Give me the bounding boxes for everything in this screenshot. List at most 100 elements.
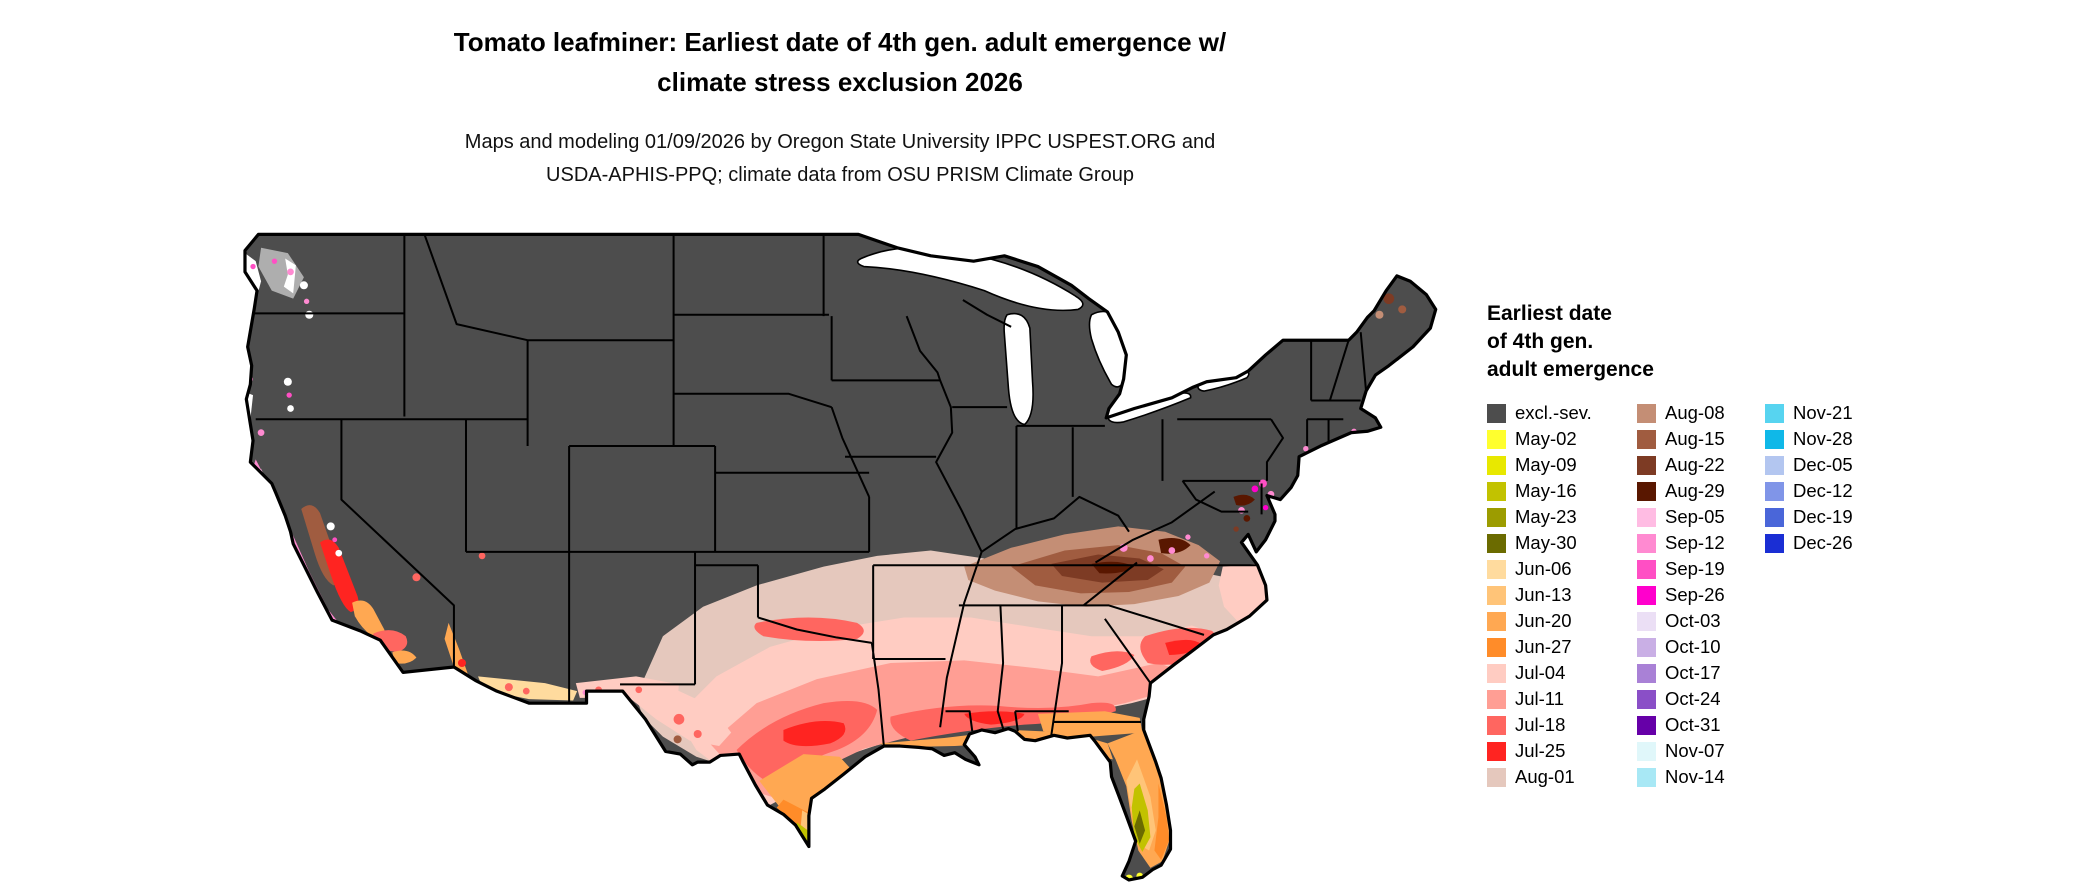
legend-swatch xyxy=(1487,507,1506,527)
legend-item: Oct-03 xyxy=(1637,608,1765,634)
legend-swatch xyxy=(1487,559,1506,579)
legend-swatch xyxy=(1637,611,1656,631)
legend-swatch xyxy=(1487,637,1506,657)
legend-item: Jul-18 xyxy=(1487,712,1637,738)
legend-item: Jun-20 xyxy=(1487,608,1637,634)
legend-label: Jun-13 xyxy=(1515,584,1572,605)
legend-label: Oct-24 xyxy=(1665,688,1721,709)
legend-label: Sep-19 xyxy=(1665,558,1725,579)
legend-column: Aug-08 Aug-15 Aug-22 Aug-29 Sep-05 Sep-12 Sep-… xyxy=(1637,400,1765,790)
legend-swatch xyxy=(1487,715,1506,735)
us-map-svg xyxy=(243,232,1438,882)
legend-item: Sep-05 xyxy=(1637,504,1765,530)
legend-swatch xyxy=(1487,533,1506,553)
legend-label: Aug-29 xyxy=(1665,480,1725,501)
legend-swatch xyxy=(1487,663,1506,683)
map-state-borders xyxy=(254,234,1368,747)
legend-item: Aug-08 xyxy=(1637,400,1765,426)
legend-label: Nov-21 xyxy=(1793,402,1853,423)
legend-label: Oct-10 xyxy=(1665,636,1721,657)
legend-item: Dec-19 xyxy=(1765,504,1905,530)
legend-label: Jul-25 xyxy=(1515,740,1566,761)
legend-label: May-23 xyxy=(1515,506,1577,527)
legend-label: Dec-19 xyxy=(1793,506,1853,527)
legend-title: Earliest date of 4th gen. adult emergenc… xyxy=(1487,300,1905,384)
legend-label: Dec-12 xyxy=(1793,480,1853,501)
legend-swatch xyxy=(1487,689,1506,709)
legend-column: Nov-21 Nov-28 Dec-05 Dec-12 Dec-19 Dec-26 xyxy=(1765,400,1905,556)
legend-item: Sep-26 xyxy=(1637,582,1765,608)
legend-swatch xyxy=(1765,481,1784,501)
legend-item: Dec-12 xyxy=(1765,478,1905,504)
legend-swatch xyxy=(1765,533,1784,553)
legend-item: Jul-25 xyxy=(1487,738,1637,764)
legend-label: Jul-11 xyxy=(1515,688,1565,709)
legend-label: May-30 xyxy=(1515,532,1577,553)
legend-title-line2: of 4th gen. xyxy=(1487,330,1594,353)
legend-swatch xyxy=(1487,585,1506,605)
legend-swatch xyxy=(1637,559,1656,579)
legend-item: Jun-06 xyxy=(1487,556,1637,582)
legend-label: May-02 xyxy=(1515,428,1577,449)
legend-label: Nov-28 xyxy=(1793,428,1853,449)
us-outline xyxy=(243,232,1438,882)
legend-label: Oct-31 xyxy=(1665,714,1721,735)
legend-item: Aug-22 xyxy=(1637,452,1765,478)
legend-label: Aug-22 xyxy=(1665,454,1725,475)
legend-swatch xyxy=(1637,689,1656,709)
legend-item: May-30 xyxy=(1487,530,1637,556)
legend-item: Aug-01 xyxy=(1487,764,1637,790)
legend-label: Nov-14 xyxy=(1665,766,1725,787)
legend-label: May-09 xyxy=(1515,454,1577,475)
legend-label: Jul-04 xyxy=(1515,662,1566,683)
legend-swatch xyxy=(1637,637,1656,657)
subtitle-line2: USDA-APHIS-PPQ; climate data from OSU PR… xyxy=(546,164,1134,186)
legend-item: Aug-29 xyxy=(1637,478,1765,504)
legend-item: May-16 xyxy=(1487,478,1637,504)
legend-label: Sep-05 xyxy=(1665,506,1725,527)
legend-label: Oct-17 xyxy=(1665,662,1721,683)
legend-item: May-02 xyxy=(1487,426,1637,452)
page-title: Tomato leafminer: Earliest date of 4th g… xyxy=(453,27,1227,57)
legend-swatch xyxy=(1765,429,1784,449)
legend: Earliest date of 4th gen. adult emergenc… xyxy=(1487,300,1905,790)
legend-label: Oct-03 xyxy=(1665,610,1721,631)
legend-item: Dec-26 xyxy=(1765,530,1905,556)
legend-swatch xyxy=(1637,715,1656,735)
legend-column: excl.-sev. May-02 May-09 May-16 May-23 May-30… xyxy=(1487,400,1637,790)
legend-item: excl.-sev. xyxy=(1487,400,1637,426)
legend-title-line3: adult emergence xyxy=(1487,358,1654,381)
legend-swatch xyxy=(1765,403,1784,423)
legend-swatch xyxy=(1637,767,1656,787)
legend-item: May-23 xyxy=(1487,504,1637,530)
legend-item: Nov-14 xyxy=(1637,764,1765,790)
legend-label: Aug-08 xyxy=(1665,402,1725,423)
legend-swatch xyxy=(1765,455,1784,475)
legend-columns: excl.-sev. May-02 May-09 May-16 May-23 May-30… xyxy=(1487,400,1905,790)
legend-swatch xyxy=(1487,611,1506,631)
legend-item: Sep-19 xyxy=(1637,556,1765,582)
legend-label: excl.-sev. xyxy=(1515,402,1592,423)
us-map xyxy=(234,221,1440,884)
legend-swatch xyxy=(1487,767,1506,787)
legend-item: Dec-05 xyxy=(1765,452,1905,478)
legend-title-line1: Earliest date xyxy=(1487,302,1612,325)
page-title-line2: climate stress exclusion 2026 xyxy=(657,67,1023,97)
legend-swatch xyxy=(1637,585,1656,605)
legend-swatch xyxy=(1637,741,1656,761)
legend-label: May-16 xyxy=(1515,480,1577,501)
legend-swatch xyxy=(1487,403,1506,423)
subtitle-line1: Maps and modeling 01/09/2026 by Oregon S… xyxy=(464,131,1216,153)
legend-swatch xyxy=(1765,507,1784,527)
legend-item: Oct-10 xyxy=(1637,634,1765,660)
legend-label: Sep-26 xyxy=(1665,584,1725,605)
legend-item: Nov-07 xyxy=(1637,738,1765,764)
legend-label: Dec-05 xyxy=(1793,454,1853,475)
legend-label: Jun-27 xyxy=(1515,636,1572,657)
legend-swatch xyxy=(1487,741,1506,761)
legend-item: Nov-21 xyxy=(1765,400,1905,426)
header: Tomato leafminer: Earliest date of 4th g… xyxy=(140,22,1540,192)
legend-item: Jun-27 xyxy=(1487,634,1637,660)
legend-item: Jun-13 xyxy=(1487,582,1637,608)
lake-michigan xyxy=(1003,312,1034,426)
